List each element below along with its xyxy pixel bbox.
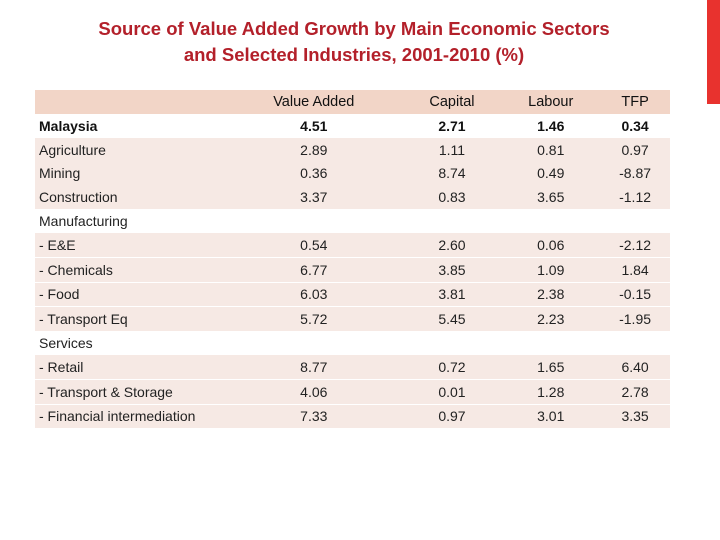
accent-bar xyxy=(707,0,720,104)
header-value-added: Value Added xyxy=(225,90,403,114)
cell-value-added: 0.54 xyxy=(225,232,403,258)
cell-value-added: 6.77 xyxy=(225,257,403,283)
cell-tfp: -1.95 xyxy=(600,306,670,332)
cell-capital: 1.11 xyxy=(402,137,502,162)
cell-capital: 0.72 xyxy=(402,354,502,380)
table-row: - E&E 0.54 2.60 0.06 -2.12 xyxy=(35,232,670,258)
cell-capital: 5.45 xyxy=(402,306,502,332)
cell-labour: 0.06 xyxy=(501,232,601,258)
cell-tfp: 0.97 xyxy=(600,137,670,162)
cell-tfp: 1.84 xyxy=(600,257,670,283)
cell-labour: 1.46 xyxy=(501,114,601,138)
cell-labour: 2.23 xyxy=(501,306,601,332)
table-row: Services xyxy=(35,331,670,355)
cell-labour xyxy=(501,209,601,233)
cell-value-added: 4.51 xyxy=(225,114,403,138)
row-label: Mining xyxy=(35,161,225,186)
cell-value-added: 8.77 xyxy=(225,354,403,380)
cell-value-added: 6.03 xyxy=(225,282,403,308)
cell-value-added: 5.72 xyxy=(225,306,403,332)
row-label: - Transport & Storage xyxy=(35,379,225,405)
cell-labour: 3.65 xyxy=(501,185,601,210)
cell-tfp: 3.35 xyxy=(600,404,670,429)
row-label: - E&E xyxy=(35,232,225,258)
header-labour: Labour xyxy=(501,90,601,114)
cell-tfp: -0.15 xyxy=(600,282,670,308)
row-label: - Food xyxy=(35,282,225,308)
cell-tfp: 6.40 xyxy=(600,354,670,380)
table-row: Construction 3.37 0.83 3.65 -1.12 xyxy=(35,185,670,210)
page-title: Source of Value Added Growth by Main Eco… xyxy=(0,16,708,68)
cell-labour: 3.01 xyxy=(501,404,601,429)
row-label: - Chemicals xyxy=(35,257,225,283)
cell-capital: 3.85 xyxy=(402,257,502,283)
table-row: - Transport Eq 5.72 5.45 2.23 -1.95 xyxy=(35,306,670,332)
table-row: - Retail 8.77 0.72 1.65 6.40 xyxy=(35,354,670,380)
title-line-1: Source of Value Added Growth by Main Eco… xyxy=(98,18,610,39)
row-label: Malaysia xyxy=(35,114,225,138)
cell-labour: 0.81 xyxy=(501,137,601,162)
cell-labour: 2.38 xyxy=(501,282,601,308)
header-capital: Capital xyxy=(402,90,502,114)
row-label: Manufacturing xyxy=(35,209,225,233)
table-row: - Food 6.03 3.81 2.38 -0.15 xyxy=(35,282,670,308)
cell-labour xyxy=(501,331,601,355)
table-row: - Financial intermediation 7.33 0.97 3.0… xyxy=(35,404,670,429)
cell-value-added xyxy=(225,331,403,355)
cell-capital: 0.01 xyxy=(402,379,502,405)
cell-labour: 1.65 xyxy=(501,354,601,380)
cell-tfp: -1.12 xyxy=(600,185,670,210)
growth-table: Value Added Capital Labour TFP Malaysia … xyxy=(35,90,670,429)
cell-tfp: 0.34 xyxy=(600,114,670,138)
header-tfp: TFP xyxy=(600,90,670,114)
cell-tfp: -2.12 xyxy=(600,232,670,258)
cell-capital xyxy=(402,331,502,355)
cell-capital: 3.81 xyxy=(402,282,502,308)
table-row: - Chemicals 6.77 3.85 1.09 1.84 xyxy=(35,257,670,283)
cell-tfp xyxy=(600,331,670,355)
cell-tfp xyxy=(600,209,670,233)
cell-value-added: 0.36 xyxy=(225,161,403,186)
table-row: Manufacturing xyxy=(35,209,670,233)
cell-capital: 2.60 xyxy=(402,232,502,258)
cell-labour: 0.49 xyxy=(501,161,601,186)
cell-capital: 0.97 xyxy=(402,404,502,429)
row-label: Services xyxy=(35,331,225,355)
cell-tfp: -8.87 xyxy=(600,161,670,186)
cell-value-added: 4.06 xyxy=(225,379,403,405)
row-label: Construction xyxy=(35,185,225,210)
cell-value-added: 7.33 xyxy=(225,404,403,429)
row-label: - Financial intermediation xyxy=(35,404,225,429)
cell-capital: 8.74 xyxy=(402,161,502,186)
table-header-row: Value Added Capital Labour TFP xyxy=(35,90,670,114)
cell-capital: 0.83 xyxy=(402,185,502,210)
cell-value-added: 3.37 xyxy=(225,185,403,210)
row-label: Agriculture xyxy=(35,137,225,162)
cell-labour: 1.28 xyxy=(501,379,601,405)
table-row: - Transport & Storage 4.06 0.01 1.28 2.7… xyxy=(35,379,670,405)
table-row: Agriculture 2.89 1.11 0.81 0.97 xyxy=(35,137,670,162)
header-cell-label xyxy=(35,90,225,114)
cell-tfp: 2.78 xyxy=(600,379,670,405)
cell-capital: 2.71 xyxy=(402,114,502,138)
table-row: Malaysia 4.51 2.71 1.46 0.34 xyxy=(35,114,670,138)
row-label: - Transport Eq xyxy=(35,306,225,332)
table-row: Mining 0.36 8.74 0.49 -8.87 xyxy=(35,161,670,186)
cell-value-added: 2.89 xyxy=(225,137,403,162)
title-line-2: and Selected Industries, 2001-2010 (%) xyxy=(183,44,525,65)
cell-labour: 1.09 xyxy=(501,257,601,283)
cell-value-added xyxy=(225,209,403,233)
row-label: - Retail xyxy=(35,354,225,380)
cell-capital xyxy=(402,209,502,233)
